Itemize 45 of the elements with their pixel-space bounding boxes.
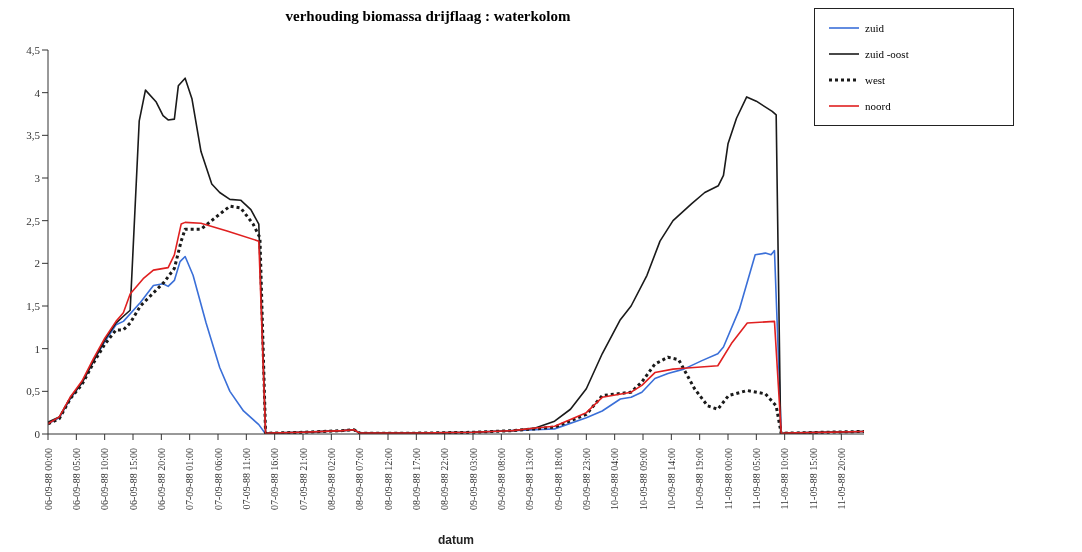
x-tick-label: 08-09-88 17:00 xyxy=(410,448,422,510)
x-tick-label: 11-09-88 10:00 xyxy=(779,448,791,510)
x-tick-label: 09-09-88 13:00 xyxy=(524,448,536,510)
y-tick-label: 2,5 xyxy=(26,214,41,227)
y-tick-label: 4 xyxy=(34,86,41,99)
x-tick-label: 07-09-88 06:00 xyxy=(212,448,224,510)
x-tick-label: 07-09-88 21:00 xyxy=(297,448,309,510)
y-tick-label: 0,5 xyxy=(26,385,41,398)
x-tick-label: 08-09-88 12:00 xyxy=(382,448,394,510)
legend-label: zuid -oost xyxy=(865,47,909,62)
x-tick-label: 10-09-88 09:00 xyxy=(637,448,649,510)
y-tick-label: 1,5 xyxy=(26,299,41,312)
y-tick-label: 3,5 xyxy=(26,129,41,142)
x-tick-label: 06-09-88 00:00 xyxy=(42,448,54,510)
x-tick-label: 09-09-88 23:00 xyxy=(580,448,592,510)
x-tick-label: 10-09-88 19:00 xyxy=(694,448,706,510)
legend-label: zuid xyxy=(865,21,884,36)
x-tick-label: 11-09-88 05:00 xyxy=(750,448,762,510)
x-axis-title: datum xyxy=(438,533,474,547)
y-tick-label: 0 xyxy=(34,427,41,440)
legend-label: west xyxy=(865,73,886,88)
y-tick-label: 2 xyxy=(34,257,40,270)
chart-title: verhouding biomassa drijflaag : waterkolom xyxy=(284,8,572,26)
y-tick-label: 3 xyxy=(34,171,41,184)
x-tick-label: 10-09-88 14:00 xyxy=(665,448,677,510)
x-tick-label: 11-09-88 00:00 xyxy=(722,448,734,510)
x-tick-label: 08-09-88 22:00 xyxy=(439,448,451,510)
x-tick-label: 11-09-88 20:00 xyxy=(835,448,847,510)
x-tick-label: 07-09-88 16:00 xyxy=(269,448,281,510)
x-tick-label: 08-09-88 02:00 xyxy=(325,448,337,510)
x-tick-label: 09-09-88 03:00 xyxy=(467,448,479,510)
legend-label: noord xyxy=(865,99,891,114)
x-tick-label: 08-09-88 07:00 xyxy=(354,448,366,510)
y-tick-label: 1 xyxy=(34,342,40,355)
x-tick-label: 07-09-88 01:00 xyxy=(184,448,196,510)
x-tick-label: 06-09-88 15:00 xyxy=(127,448,139,510)
x-tick-label: 11-09-88 15:00 xyxy=(807,448,819,510)
x-tick-label: 10-09-88 04:00 xyxy=(609,448,621,510)
x-tick-label: 06-09-88 20:00 xyxy=(155,448,167,510)
x-tick-label: 09-09-88 08:00 xyxy=(495,448,507,510)
x-tick-label: 06-09-88 05:00 xyxy=(70,448,82,510)
y-tick-label: 4,5 xyxy=(26,43,41,56)
x-tick-label: 07-09-88 11:00 xyxy=(240,448,252,510)
x-tick-label: 09-09-88 18:00 xyxy=(552,448,564,510)
x-tick-label: 06-09-88 10:00 xyxy=(99,448,111,510)
